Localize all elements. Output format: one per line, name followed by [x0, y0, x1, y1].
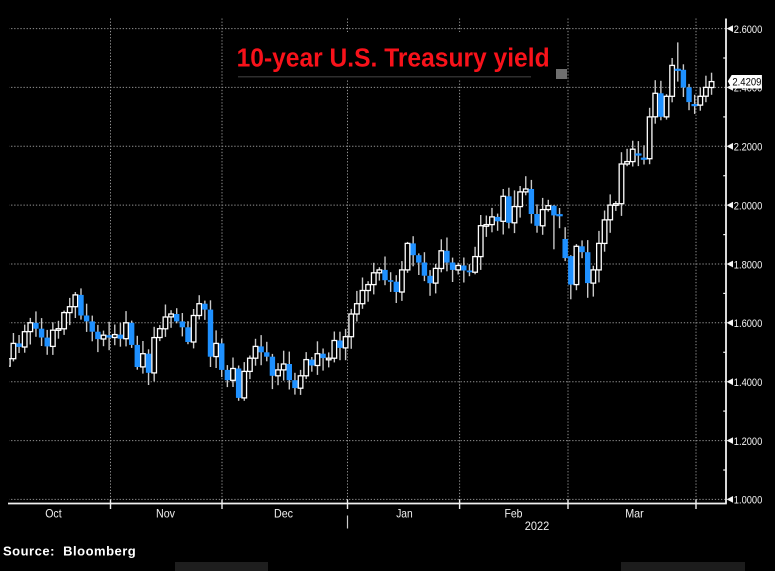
svg-text:2.6000: 2.6000: [734, 24, 763, 36]
svg-text:1.6000: 1.6000: [734, 318, 763, 330]
svg-text:1.8000: 1.8000: [734, 259, 763, 271]
svg-text:Mar: Mar: [625, 506, 644, 520]
svg-text:Nov: Nov: [156, 506, 175, 520]
svg-text:1.4000: 1.4000: [734, 377, 763, 389]
svg-text:Dec: Dec: [274, 506, 293, 520]
svg-text:1.0000: 1.0000: [734, 495, 763, 507]
svg-text:10-year U.S. Treasury yield: 10-year U.S. Treasury yield: [237, 45, 550, 73]
svg-text:2.4209: 2.4209: [732, 77, 761, 89]
svg-text:Jan: Jan: [396, 506, 413, 520]
svg-text:Feb: Feb: [505, 506, 523, 520]
svg-text:2.2000: 2.2000: [734, 142, 763, 154]
svg-text:Source: Bloomberg: Source: Bloomberg: [3, 544, 136, 559]
svg-text:1.2000: 1.2000: [734, 436, 763, 448]
svg-text:Oct: Oct: [45, 506, 62, 520]
svg-text:2.0000: 2.0000: [734, 200, 763, 212]
svg-text:2022: 2022: [525, 519, 550, 533]
